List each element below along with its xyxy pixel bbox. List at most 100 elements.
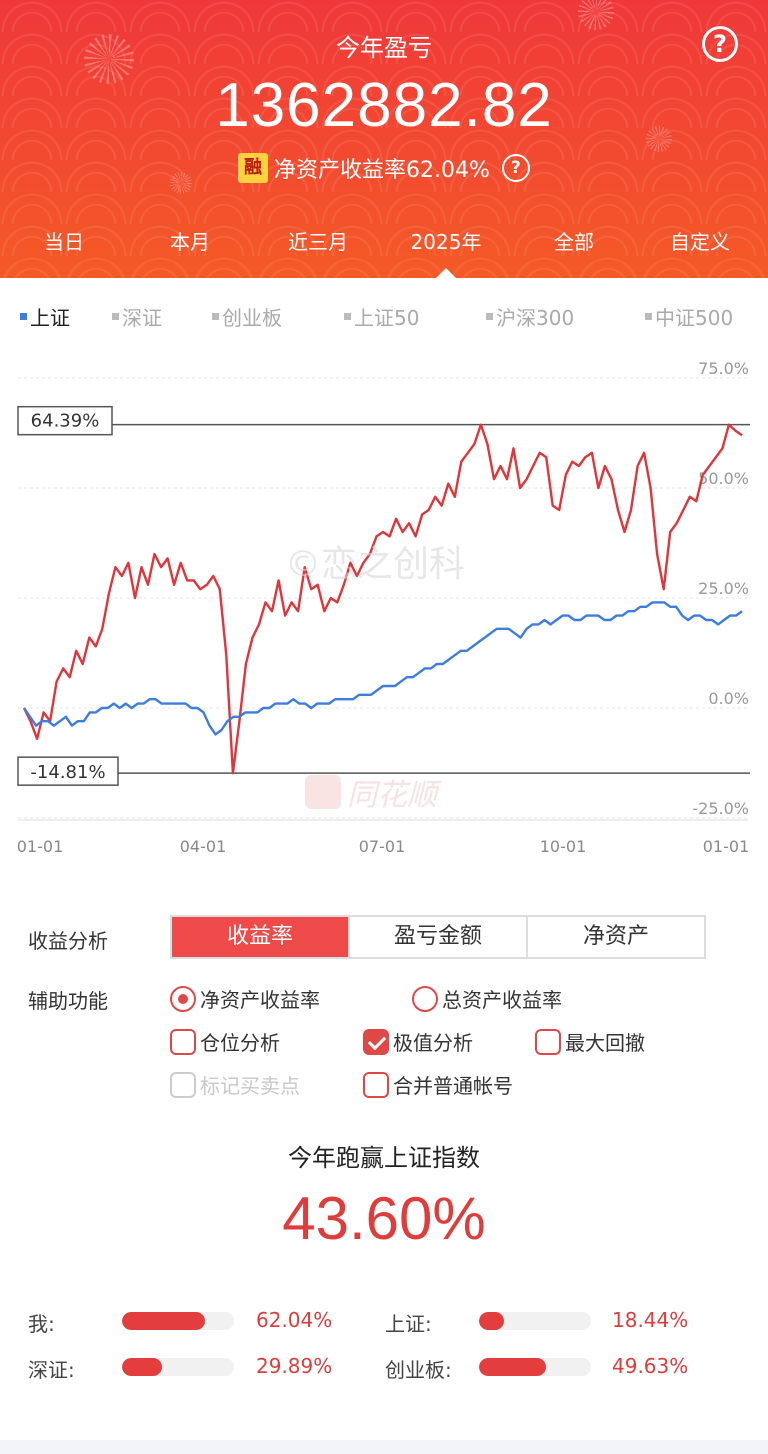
tab-year-2025[interactable]: 2025年: [410, 230, 482, 254]
question-icon[interactable]: ?: [501, 154, 530, 182]
index-zz500[interactable]: 中证500: [645, 302, 733, 331]
return-chart[interactable]: 75.0% 50.0% 25.0% 0.0% -25.0% 01-01 04-01 07-01…: [0, 350, 768, 870]
legend-marker: [112, 313, 119, 320]
legend-marker: [344, 313, 351, 320]
y-tick-label: 0.0%: [708, 689, 749, 708]
radio-icon: [412, 985, 438, 1012]
y-tick-label: -25.0%: [692, 799, 749, 818]
stat-bar-sh: [479, 1312, 591, 1330]
checkbox-label: 合并普通帐号: [393, 1074, 513, 1098]
index-label: 上证50: [354, 306, 420, 330]
beat-index-value: 43.60%: [282, 1185, 486, 1252]
index-label: 上证: [30, 306, 70, 330]
legend-marker: [486, 313, 493, 320]
checkbox-mark-trades: 标记买卖点: [170, 1070, 300, 1099]
page-title: 今年盈亏: [336, 34, 432, 62]
x-tick-label: 01-01: [703, 837, 750, 856]
tab-today[interactable]: 当日: [44, 230, 84, 254]
index-hs300[interactable]: 沪深300: [486, 302, 574, 331]
profit-amount: 1362882.82: [215, 71, 553, 140]
min-label-box: [17, 756, 119, 786]
max-value-label: 64.39%: [31, 411, 100, 432]
stat-bar-fill: [479, 1358, 546, 1376]
legend-marker: [212, 313, 219, 320]
radio-total-asset-roa[interactable]: 总资产收益率: [412, 984, 562, 1013]
firework-decoration: [578, 0, 614, 30]
index-sh[interactable]: 上证: [20, 302, 70, 331]
x-tick-label: 10-01: [540, 837, 587, 856]
stat-value-sz: 29.89%: [256, 1354, 333, 1378]
analysis-label: 收益分析: [28, 929, 108, 953]
stat-label-cyb: 创业板:: [385, 1358, 452, 1382]
stat-bar-fill: [122, 1312, 206, 1330]
checkbox-max-drawdown[interactable]: 最大回撤: [535, 1027, 645, 1056]
return-chart-svg: 75.0% 50.0% 25.0% 0.0% -25.0% 01-01 04-01 07-01…: [17, 359, 750, 856]
index-label: 中证500: [655, 306, 734, 330]
active-tab-indicator: [436, 268, 456, 278]
stat-label-sh: 上证:: [385, 1312, 432, 1336]
max-label-box: [17, 405, 113, 436]
help-icon[interactable]: ?: [702, 26, 738, 62]
index-sz[interactable]: 深证: [112, 302, 162, 331]
index-label: 深证: [122, 306, 162, 330]
segment-profit-amount[interactable]: 盈亏金额: [350, 917, 528, 957]
tab-this-month[interactable]: 本月: [170, 230, 210, 254]
roe-row: 融 净资产收益率62.04% ?: [0, 152, 768, 184]
firework-decoration: [646, 126, 672, 152]
roe-text: 净资产收益率62.04%: [274, 158, 490, 183]
stat-bar-sz: [122, 1358, 234, 1376]
index-sz50[interactable]: 上证50: [344, 302, 419, 331]
x-tick-label: 01-01: [17, 837, 64, 856]
bottom-strip: [0, 1440, 768, 1454]
stat-bar-me: [122, 1312, 234, 1330]
radio-label: 总资产收益率: [442, 988, 562, 1012]
stat-bar-fill: [479, 1312, 504, 1330]
checkbox-label: 标记买卖点: [200, 1074, 300, 1098]
checkbox-label: 最大回撤: [565, 1031, 645, 1055]
checkbox-icon: [170, 1028, 196, 1055]
y-tick-label: 25.0%: [698, 579, 749, 598]
tab-three-months[interactable]: 近三月: [288, 230, 348, 254]
legend-marker: [645, 313, 652, 320]
index-label: 沪深300: [496, 306, 575, 330]
segment-return-rate[interactable]: 收益率: [172, 917, 350, 957]
firework-decoration: [84, 34, 134, 84]
copyright-watermark: ©恋之创科: [285, 544, 466, 585]
brand-logo-icon: [305, 775, 341, 809]
aux-label: 辅助功能: [28, 989, 108, 1013]
tab-custom[interactable]: 自定义: [670, 230, 730, 254]
margin-badge: 融: [238, 153, 269, 183]
stat-label-sz: 深证:: [28, 1358, 75, 1382]
index-return-line: [23, 601, 743, 736]
beat-index-title: 今年跑赢上证指数: [288, 1144, 480, 1172]
radio-net-asset-roe[interactable]: 净资产收益率: [170, 984, 320, 1013]
checkbox-disabled-icon: [170, 1071, 196, 1098]
segment-net-assets[interactable]: 净资产: [582, 924, 649, 949]
checkbox-icon: [363, 1071, 389, 1098]
radio-selected-icon: [170, 985, 196, 1012]
y-tick-label: 50.0%: [698, 469, 749, 488]
firework-decoration: [170, 172, 192, 194]
checkbox-label: 极值分析: [393, 1031, 473, 1055]
checkbox-icon: [535, 1028, 561, 1055]
checkbox-checked-icon: [363, 1028, 389, 1055]
analysis-segmented-control: 收益率 盈亏金额 净资产: [170, 915, 706, 959]
stat-value-sh: 18.44%: [612, 1308, 689, 1332]
radio-label: 净资产收益率: [200, 988, 320, 1012]
checkbox-merge-accounts[interactable]: 合并普通帐号: [363, 1070, 513, 1099]
min-value-label: -14.81%: [30, 762, 105, 783]
tab-all[interactable]: 全部: [554, 230, 594, 254]
index-cyb[interactable]: 创业板: [212, 302, 282, 331]
stat-value-cyb: 49.63%: [612, 1354, 689, 1378]
my-return-line: [22, 423, 743, 775]
brand-watermark: 同花顺: [305, 770, 437, 814]
checkbox-position-analysis[interactable]: 仓位分析: [170, 1027, 280, 1056]
header-wave-pattern: [0, 0, 768, 278]
x-tick-label: 07-01: [359, 837, 406, 856]
y-tick-label: 75.0%: [698, 359, 749, 378]
stat-bar-fill: [122, 1358, 163, 1376]
checkbox-extreme-analysis[interactable]: 极值分析: [363, 1027, 473, 1056]
index-label: 创业板: [222, 306, 282, 330]
stat-bar-cyb: [479, 1358, 591, 1376]
